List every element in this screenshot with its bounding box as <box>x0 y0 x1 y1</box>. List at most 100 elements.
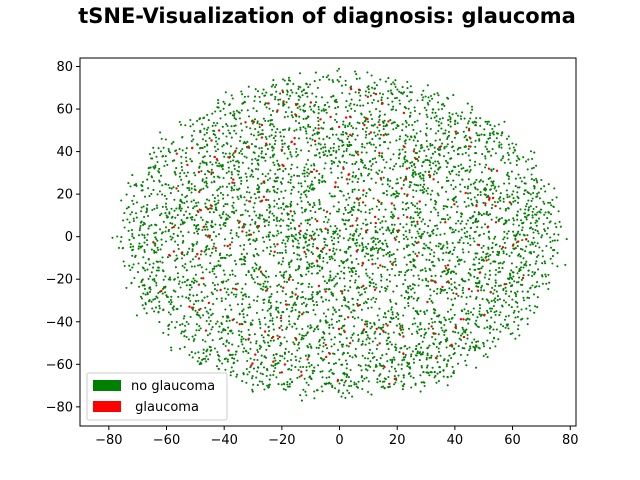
no-glaucoma-point <box>383 377 386 380</box>
no-glaucoma-point <box>426 246 429 249</box>
no-glaucoma-point <box>469 237 472 240</box>
no-glaucoma-point <box>292 252 296 255</box>
no-glaucoma-point <box>417 251 420 254</box>
no-glaucoma-point <box>158 321 161 324</box>
no-glaucoma-point <box>252 383 255 386</box>
no-glaucoma-point <box>348 270 351 273</box>
no-glaucoma-point <box>477 340 480 343</box>
no-glaucoma-point <box>271 123 274 126</box>
no-glaucoma-point <box>213 180 216 184</box>
no-glaucoma-point <box>478 280 481 283</box>
no-glaucoma-point <box>495 290 498 293</box>
no-glaucoma-point <box>192 199 195 202</box>
no-glaucoma-point <box>478 307 482 310</box>
no-glaucoma-point <box>258 217 261 220</box>
no-glaucoma-point <box>212 121 215 124</box>
no-glaucoma-point <box>492 180 495 183</box>
no-glaucoma-point <box>267 341 270 344</box>
no-glaucoma-point <box>258 320 261 323</box>
no-glaucoma-point <box>247 306 250 309</box>
no-glaucoma-point <box>220 331 223 334</box>
no-glaucoma-point <box>494 268 498 272</box>
no-glaucoma-point <box>444 318 447 321</box>
no-glaucoma-point <box>313 176 316 179</box>
no-glaucoma-point <box>388 320 391 323</box>
no-glaucoma-point <box>440 107 444 111</box>
no-glaucoma-point <box>161 231 164 234</box>
no-glaucoma-point <box>499 192 502 195</box>
no-glaucoma-point <box>254 88 257 91</box>
no-glaucoma-point <box>390 108 393 111</box>
no-glaucoma-point <box>180 332 183 335</box>
no-glaucoma-point <box>398 90 401 93</box>
no-glaucoma-point <box>313 103 317 106</box>
no-glaucoma-point <box>246 373 249 376</box>
no-glaucoma-point <box>286 359 289 363</box>
no-glaucoma-point <box>337 67 341 70</box>
no-glaucoma-point <box>454 119 457 122</box>
no-glaucoma-point <box>306 185 309 188</box>
no-glaucoma-point <box>208 199 211 202</box>
no-glaucoma-point <box>544 273 547 276</box>
no-glaucoma-point <box>274 359 277 362</box>
no-glaucoma-point <box>251 323 254 326</box>
no-glaucoma-point <box>280 263 283 266</box>
no-glaucoma-point <box>172 305 175 308</box>
no-glaucoma-point <box>204 284 207 287</box>
no-glaucoma-point <box>541 234 544 237</box>
no-glaucoma-point <box>413 109 417 113</box>
no-glaucoma-point <box>190 218 194 221</box>
no-glaucoma-point <box>464 331 467 334</box>
no-glaucoma-point <box>389 167 392 170</box>
no-glaucoma-point <box>251 266 254 269</box>
no-glaucoma-point <box>308 343 311 346</box>
no-glaucoma-point <box>436 160 439 163</box>
no-glaucoma-point <box>398 351 401 354</box>
no-glaucoma-point <box>208 271 211 274</box>
no-glaucoma-point <box>422 185 425 188</box>
no-glaucoma-point <box>482 180 485 183</box>
no-glaucoma-point <box>144 261 147 265</box>
no-glaucoma-point <box>186 251 189 254</box>
no-glaucoma-point <box>517 254 520 257</box>
no-glaucoma-point <box>157 248 160 252</box>
no-glaucoma-point <box>240 258 243 261</box>
no-glaucoma-point <box>199 316 202 319</box>
no-glaucoma-point <box>231 269 234 272</box>
no-glaucoma-point <box>466 192 469 195</box>
no-glaucoma-point <box>182 275 185 278</box>
no-glaucoma-point <box>387 133 390 136</box>
no-glaucoma-point <box>169 298 172 302</box>
no-glaucoma-point <box>258 267 261 270</box>
no-glaucoma-point <box>414 144 418 147</box>
no-glaucoma-point <box>274 245 277 248</box>
no-glaucoma-point <box>374 365 377 368</box>
no-glaucoma-point <box>416 311 419 314</box>
no-glaucoma-point <box>378 318 381 322</box>
no-glaucoma-point <box>417 184 420 187</box>
no-glaucoma-point <box>493 200 496 204</box>
no-glaucoma-point <box>202 187 205 190</box>
no-glaucoma-point <box>201 299 204 303</box>
no-glaucoma-point <box>344 131 347 134</box>
no-glaucoma-point <box>443 316 446 319</box>
no-glaucoma-point <box>140 297 144 300</box>
no-glaucoma-point <box>155 155 158 158</box>
no-glaucoma-point <box>158 228 162 231</box>
no-glaucoma-point <box>261 173 264 176</box>
no-glaucoma-point <box>380 279 383 282</box>
no-glaucoma-point <box>239 149 242 153</box>
no-glaucoma-point <box>428 267 431 270</box>
no-glaucoma-point <box>429 241 432 244</box>
no-glaucoma-point <box>361 387 364 391</box>
no-glaucoma-point <box>251 388 254 391</box>
no-glaucoma-point <box>285 340 288 343</box>
no-glaucoma-point <box>372 296 375 299</box>
no-glaucoma-point <box>445 365 448 368</box>
no-glaucoma-point <box>452 188 455 191</box>
no-glaucoma-point <box>342 212 345 215</box>
no-glaucoma-point <box>277 98 280 101</box>
no-glaucoma-point <box>331 133 334 136</box>
no-glaucoma-point <box>224 224 227 228</box>
no-glaucoma-point <box>505 137 509 140</box>
